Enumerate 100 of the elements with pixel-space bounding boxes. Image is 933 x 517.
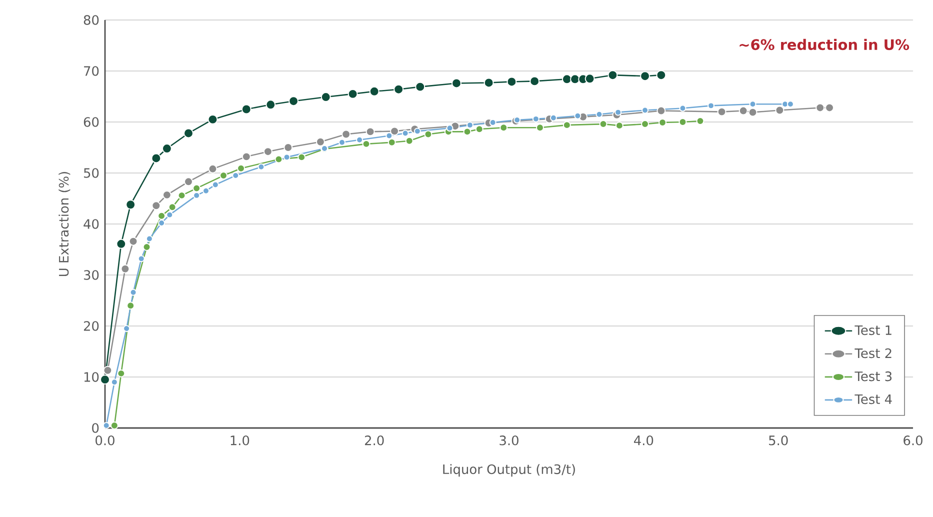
point <box>284 143 293 152</box>
point <box>184 128 194 138</box>
point <box>126 200 136 210</box>
point <box>258 163 265 170</box>
x-tick-label: 3.0 <box>500 436 518 446</box>
point <box>158 219 166 226</box>
point <box>356 136 364 144</box>
point <box>475 125 484 134</box>
point <box>263 147 272 156</box>
point <box>100 374 110 385</box>
point <box>748 108 758 117</box>
y-tick-label: 40 <box>84 219 99 229</box>
point <box>288 96 299 106</box>
point <box>338 138 346 146</box>
point <box>717 107 726 116</box>
point <box>536 124 544 132</box>
point <box>786 100 794 108</box>
point <box>283 154 290 161</box>
y-tick-label: 10 <box>84 372 99 382</box>
point <box>656 70 666 80</box>
x-tick-label: 6.0 <box>904 436 922 446</box>
point <box>405 136 414 145</box>
point <box>570 74 580 84</box>
x-axis-title: Liquor Output (m3/t) <box>443 464 575 477</box>
point <box>146 235 153 242</box>
point <box>130 288 137 296</box>
legend-label: Test 4 <box>854 394 892 404</box>
point <box>158 212 166 220</box>
point <box>614 108 622 116</box>
point <box>298 153 306 162</box>
x-tick-label: 5.0 <box>769 436 788 446</box>
point <box>138 255 145 262</box>
y-axis-title: U Extraction (%) <box>58 172 70 276</box>
point <box>816 103 825 112</box>
point <box>103 366 112 375</box>
point <box>320 92 331 102</box>
point <box>274 155 283 164</box>
point <box>424 130 432 138</box>
annotation: ~6% reduction in U% <box>740 38 910 50</box>
x-tick-label: 4.0 <box>634 436 654 446</box>
point <box>242 152 251 162</box>
point <box>658 118 667 126</box>
point <box>151 153 162 164</box>
point <box>342 130 351 139</box>
point <box>679 104 686 112</box>
point <box>562 74 572 84</box>
point <box>642 106 649 114</box>
point <box>348 88 358 99</box>
point <box>126 302 135 310</box>
point <box>656 106 666 116</box>
y-tick-label: 80 <box>84 15 99 25</box>
point <box>208 114 218 124</box>
point <box>369 86 380 96</box>
point <box>463 128 472 136</box>
point <box>123 325 130 332</box>
point <box>202 187 210 194</box>
point <box>388 138 396 146</box>
point <box>550 114 557 122</box>
y-tick-label: 0 <box>92 423 99 433</box>
point <box>530 76 540 86</box>
point <box>446 124 454 132</box>
point <box>506 76 517 87</box>
point <box>484 78 494 88</box>
point <box>152 201 161 210</box>
legend-label: Test 3 <box>854 371 892 382</box>
point <box>116 238 126 249</box>
point <box>192 184 201 192</box>
x-tick-label: 0.0 <box>96 436 114 446</box>
point <box>166 211 174 218</box>
point <box>241 104 252 114</box>
point <box>366 127 375 136</box>
point <box>738 106 748 116</box>
point <box>414 128 421 135</box>
point <box>708 102 714 110</box>
point <box>212 181 219 188</box>
legend-label: Test 1 <box>854 325 892 336</box>
point <box>574 112 582 120</box>
point <box>110 378 118 386</box>
x-tick-label: 2.0 <box>364 436 384 446</box>
point <box>608 70 618 80</box>
point <box>128 236 138 246</box>
point <box>102 422 110 429</box>
point <box>596 110 603 118</box>
point <box>390 126 400 136</box>
point <box>775 106 784 115</box>
point <box>117 369 126 378</box>
y-tick-label: 60 <box>84 117 99 127</box>
point <box>266 100 276 110</box>
point <box>142 242 151 251</box>
point <box>489 119 496 126</box>
y-tick-label: 50 <box>84 168 99 178</box>
point <box>749 100 756 108</box>
point <box>168 203 176 212</box>
point <box>162 144 172 154</box>
y-tick-label: 20 <box>84 321 99 331</box>
point <box>208 164 218 174</box>
point <box>678 118 687 126</box>
point <box>386 132 393 140</box>
legend-label: Test 2 <box>854 348 892 358</box>
point <box>184 177 193 186</box>
